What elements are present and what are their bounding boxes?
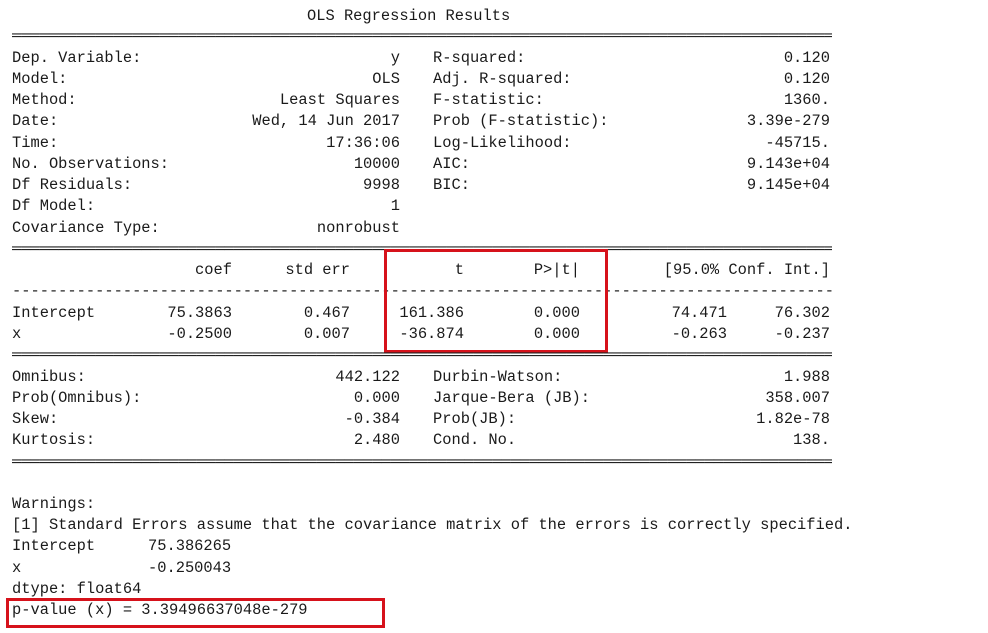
cell-p: 0.000	[533, 304, 580, 322]
stat-label: Covariance Type:	[12, 219, 160, 237]
stat-label: Dep. Variable:	[12, 49, 142, 67]
stat-label: Time:	[12, 134, 59, 152]
pvalue-highlight-box	[6, 598, 385, 628]
cell-p: 0.000	[533, 325, 580, 343]
stat-label: Adj. R-squared:	[433, 70, 572, 88]
stat-label: Model:	[12, 70, 68, 88]
header-std-err: std err	[285, 261, 350, 279]
stat-value: Wed, 14 Jun 2017	[252, 112, 400, 130]
stat-label: Prob (F-statistic):	[433, 112, 609, 130]
stat-value: 1	[390, 197, 400, 215]
stat-label: Method:	[12, 91, 77, 109]
stat-value: 9.145e+04	[746, 176, 830, 194]
stat-label: AIC:	[433, 155, 470, 173]
stat-label: No. Observations:	[12, 155, 170, 173]
row-name: Intercept	[12, 304, 96, 322]
stat-value: -45715.	[765, 134, 830, 152]
warnings-text: [1] Standard Errors assume that the cova…	[12, 516, 853, 534]
cell-std-err: 0.467	[303, 304, 350, 322]
stat-value: 0.120	[783, 70, 830, 88]
stat-label: BIC:	[433, 176, 470, 194]
stat-label: R-squared:	[433, 49, 526, 67]
header-conf-int: [95.0% Conf. Int.]	[663, 261, 830, 279]
cell-t: -36.874	[399, 325, 464, 343]
cell-ci-low: -0.263	[671, 325, 727, 343]
stat-value: 0.000	[353, 389, 400, 407]
param-name: Intercept	[12, 537, 96, 555]
row-name: x	[12, 325, 22, 343]
stat-label: Df Model:	[12, 197, 96, 215]
param-name: x	[12, 559, 22, 577]
stat-label: Omnibus:	[12, 368, 86, 386]
stat-value: 17:36:06	[326, 134, 400, 152]
double-rule: ════════════════════════════════════════…	[12, 347, 832, 364]
stat-value: 358.007	[765, 389, 830, 407]
cell-t: 161.386	[399, 304, 464, 322]
stat-label: Prob(JB):	[433, 410, 517, 428]
param-value: 75.386265	[148, 537, 232, 555]
single-rule: ----------------------------------------…	[12, 283, 832, 300]
warnings-heading: Warnings:	[12, 495, 96, 513]
cell-ci-high: 76.302	[774, 304, 830, 322]
cell-ci-low: 74.471	[671, 304, 727, 322]
param-value: -0.250043	[148, 559, 232, 577]
stat-value: 138.	[793, 431, 830, 449]
cell-std-err: 0.007	[303, 325, 350, 343]
cell-ci-high: -0.237	[774, 325, 830, 343]
stat-label: Durbin-Watson:	[433, 368, 563, 386]
double-rule-bottom: ════════════════════════════════════════…	[12, 454, 832, 471]
stat-label: Kurtosis:	[12, 431, 96, 449]
stat-label: Date:	[12, 112, 59, 130]
double-rule-top: ════════════════════════════════════════…	[12, 28, 832, 45]
header-coef: coef	[195, 261, 232, 279]
header-t: t	[454, 261, 464, 279]
stat-label: Jarque-Bera (JB):	[433, 389, 591, 407]
stat-label: Log-Likelihood:	[433, 134, 572, 152]
stat-value: 442.122	[335, 368, 400, 386]
stat-label: Cond. No.	[433, 431, 517, 449]
stat-value: Least Squares	[279, 91, 400, 109]
stat-label: Skew:	[12, 410, 59, 428]
stat-value: 1.988	[783, 368, 830, 386]
stat-value: 0.120	[783, 49, 830, 67]
stat-value: 1360.	[783, 91, 830, 109]
pvalue-line: p-value (x) = 3.39496637048e-279	[12, 601, 308, 619]
header-p-value: P>|t|	[533, 261, 580, 279]
stat-label: Prob(Omnibus):	[12, 389, 142, 407]
stat-label: Df Residuals:	[12, 176, 133, 194]
stat-value: OLS	[372, 70, 400, 88]
stat-value: 10000	[353, 155, 400, 173]
stat-label: F-statistic:	[433, 91, 544, 109]
dtype-line: dtype: float64	[12, 580, 142, 598]
stat-value: nonrobust	[316, 219, 400, 237]
stat-value: 9998	[363, 176, 400, 194]
results-title: OLS Regression Results	[307, 7, 511, 25]
stat-value: 9.143e+04	[746, 155, 830, 173]
cell-coef: 75.3863	[167, 304, 232, 322]
stat-value: y	[390, 49, 400, 67]
stat-value: 1.82e-78	[756, 410, 830, 428]
t-pvalue-highlight-box	[384, 249, 608, 353]
cell-coef: -0.2500	[167, 325, 232, 343]
stat-value: 3.39e-279	[746, 112, 830, 130]
stat-value: 2.480	[353, 431, 400, 449]
stat-value: -0.384	[344, 410, 400, 428]
